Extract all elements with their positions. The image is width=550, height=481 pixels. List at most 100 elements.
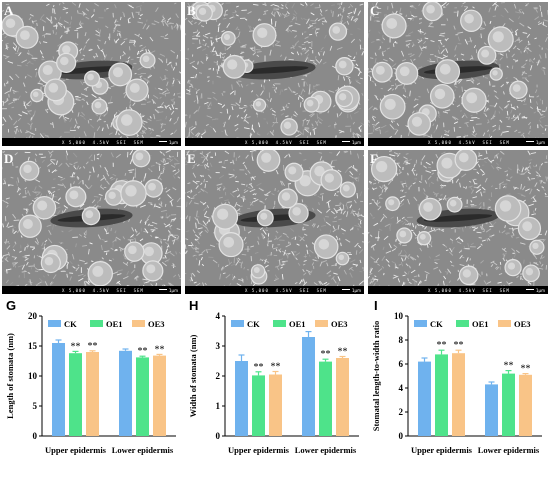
legend-swatch-oe1 — [273, 320, 286, 327]
y-tick-label: 0 — [399, 431, 404, 441]
y-tick-label: 1 — [216, 401, 221, 411]
scale-bar-e — [342, 289, 350, 290]
bar-oe3-0 — [269, 375, 282, 437]
y-tick-label: 8 — [399, 335, 404, 345]
sem-info-c: X 5,000 4.5kV SEI SEM — [428, 140, 510, 145]
y-tick-label: 5 — [33, 401, 38, 411]
scale-label-e: 1μm — [352, 288, 361, 293]
legend-swatch-ck — [231, 320, 244, 327]
y-tick-label: 10 — [394, 311, 404, 321]
significance-label: ** — [138, 346, 148, 357]
chart-letter-g: G — [6, 298, 16, 313]
bar-oe1-1 — [502, 374, 515, 436]
significance-label: ** — [271, 362, 281, 373]
category-label: Upper epidermis — [228, 445, 290, 455]
y-tick-label: 10 — [28, 371, 38, 381]
y-tick-label: 4 — [216, 311, 221, 321]
sem-panel-e: E X 5,000 4.5kV SEI SEM 1μm — [185, 150, 364, 294]
sem-info-b: X 5,000 4.5kV SEI SEM — [245, 140, 327, 145]
legend-label-oe3: OE3 — [148, 319, 165, 329]
chart-svg: 0 1 2 3 4 Width of stomata (nm) ** ** Upper epid… — [185, 300, 365, 476]
sem-texture — [185, 2, 364, 146]
legend-swatch-oe1 — [456, 320, 469, 327]
legend-label-oe3: OE3 — [331, 319, 348, 329]
sem-info-d: X 5,000 4.5kV SEI SEM — [62, 288, 144, 293]
panel-letter-a: A — [4, 3, 13, 19]
bar-ck-0 — [418, 362, 431, 436]
bar-ck-1 — [119, 351, 132, 436]
category-label: Lower epidermis — [112, 445, 174, 455]
sem-info-f: X 5,000 4.5kV SEI SEM — [428, 288, 510, 293]
y-tick-label: 15 — [28, 341, 38, 351]
bar-oe1-1 — [136, 357, 149, 436]
y-axis-label: Width of stomata (nm) — [188, 334, 198, 417]
chart-svg: 0 5 10 15 20 Length of stomata (nm) ** ** Upper … — [2, 300, 182, 476]
bar-ck-1 — [302, 337, 315, 436]
legend-swatch-ck — [414, 320, 427, 327]
bar-oe3-0 — [86, 352, 99, 436]
bar-ck-0 — [52, 343, 65, 436]
category-label: Upper epidermis — [411, 445, 473, 455]
y-tick-label: 0 — [33, 431, 38, 441]
bar-ck-1 — [485, 384, 498, 436]
significance-label: ** — [254, 362, 264, 373]
legend-label-oe1: OE1 — [106, 319, 123, 329]
legend-swatch-oe1 — [90, 320, 103, 327]
y-tick-label: 2 — [399, 407, 404, 417]
bar-oe3-1 — [153, 356, 166, 436]
legend-swatch-oe3 — [132, 320, 145, 327]
sem-info-a: X 5,000 4.5kV SEI SEM — [62, 140, 144, 145]
significance-label: ** — [71, 341, 81, 352]
scale-label-b: 1μm — [352, 140, 361, 145]
sem-texture — [185, 150, 364, 294]
scale-bar-b — [342, 141, 350, 142]
scale-bar-f — [526, 289, 534, 290]
bar-oe3-1 — [336, 358, 349, 436]
sem-texture — [2, 2, 181, 146]
panel-letter-d: D — [4, 151, 13, 167]
sem-panel-c: C X 5,000 4.5kV SEI SEM 1μm — [368, 2, 548, 146]
y-tick-label: 20 — [28, 311, 38, 321]
panel-letter-e: E — [187, 151, 196, 167]
chart-h: H 0 1 2 3 4 Width of stomata (nm) ** ** Upper ep… — [185, 300, 365, 476]
sem-panel-f: F X 5,000 4.5kV SEI SEM 1μm — [368, 150, 548, 294]
y-tick-label: 3 — [216, 341, 221, 351]
significance-label: ** — [504, 361, 514, 372]
sem-texture — [368, 150, 548, 294]
legend-label-oe1: OE1 — [289, 319, 306, 329]
significance-label: ** — [338, 347, 348, 358]
legend-label-oe3: OE3 — [514, 319, 531, 329]
legend-swatch-oe3 — [498, 320, 511, 327]
scale-label-f: 1μm — [536, 288, 545, 293]
sem-panel-a: A X 5,000 4.5kV SEI SEM 1μm — [2, 2, 181, 146]
category-label: Lower epidermis — [295, 445, 357, 455]
sem-texture — [2, 150, 181, 294]
scale-bar-d — [159, 289, 167, 290]
scale-label-a: 1μm — [169, 140, 178, 145]
significance-label: ** — [88, 341, 98, 352]
legend-swatch-ck — [48, 320, 61, 327]
legend-label-ck: CK — [430, 319, 443, 329]
legend-label-oe1: OE1 — [472, 319, 489, 329]
sem-info-e: X 5,000 4.5kV SEI SEM — [245, 288, 327, 293]
y-axis-label: Length of stomata (nm) — [5, 333, 15, 419]
significance-label: ** — [321, 349, 331, 360]
significance-label: ** — [437, 340, 447, 351]
significance-label: ** — [454, 340, 464, 351]
bar-oe1-0 — [69, 353, 82, 436]
legend-swatch-oe3 — [315, 320, 328, 327]
category-label: Upper epidermis — [45, 445, 107, 455]
bar-ck-0 — [235, 361, 248, 436]
y-tick-label: 4 — [399, 383, 404, 393]
y-tick-label: 2 — [216, 371, 221, 381]
chart-letter-h: H — [189, 298, 198, 313]
panel-letter-c: C — [370, 3, 379, 19]
y-axis-label: Stomatal length-to-width ratio — [371, 321, 381, 432]
y-tick-label: 0 — [216, 431, 221, 441]
bar-oe1-0 — [252, 375, 265, 436]
scale-label-c: 1μm — [536, 140, 545, 145]
sem-panel-b: B X 5,000 4.5kV SEI SEM 1μm — [185, 2, 364, 146]
chart-g: G 0 5 10 15 20 Length of stomata (nm) ** ** Uppe… — [2, 300, 182, 476]
